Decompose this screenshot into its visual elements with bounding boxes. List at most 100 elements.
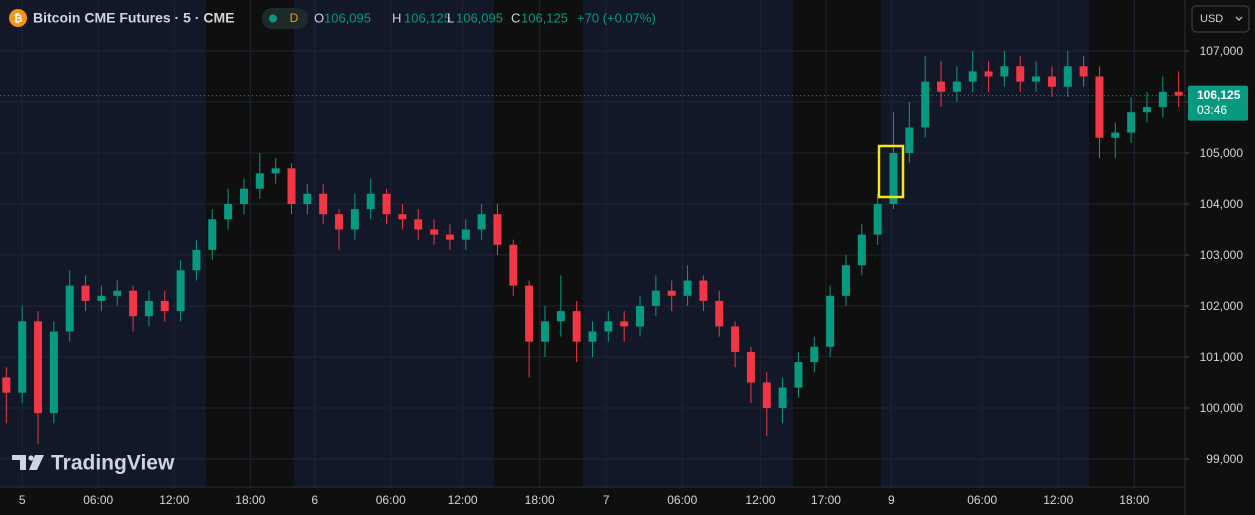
candle-body	[588, 331, 597, 342]
x-tick-label: 18:00	[235, 493, 265, 507]
candle-body	[34, 321, 43, 414]
y-tick-label: 105,000	[1200, 146, 1244, 160]
currency-label: USD	[1200, 13, 1223, 25]
candle-body	[699, 280, 708, 301]
candle-body	[762, 382, 771, 409]
candle-body	[239, 188, 248, 205]
symbol-title: Bitcoin CME Futures · 5 · CME	[33, 10, 234, 26]
x-tick-label: 06:00	[667, 493, 697, 507]
last-price-box	[1188, 85, 1248, 121]
candle-body	[81, 285, 90, 301]
ohlc-value: 106,095	[324, 10, 371, 25]
candle-body	[937, 81, 946, 92]
candle-body	[746, 351, 755, 383]
x-tick-label: 18:00	[525, 493, 555, 507]
candle-body	[667, 290, 676, 296]
candle-body	[2, 377, 11, 393]
ohlc-value: 106,125	[404, 10, 451, 25]
candle-body	[1032, 76, 1041, 82]
candle-body	[921, 81, 930, 128]
x-tick-label: 9	[888, 493, 895, 507]
candle-body	[113, 290, 122, 296]
candle-body	[857, 234, 866, 266]
x-tick-label: 17:00	[811, 493, 841, 507]
candle-body	[1095, 76, 1104, 138]
ohlc-key: L	[447, 10, 454, 25]
candle-body	[1016, 66, 1025, 82]
candle-body	[794, 362, 803, 388]
y-tick-label: 104,000	[1200, 197, 1244, 211]
candle-body	[540, 321, 549, 342]
watermark-text: TradingView	[51, 452, 175, 475]
candle-body	[841, 265, 850, 296]
candle-body	[192, 249, 201, 271]
y-tick-label: 102,000	[1200, 299, 1244, 313]
candle-body	[1111, 132, 1120, 138]
candle-body	[461, 229, 470, 240]
candle-body	[335, 214, 344, 230]
candle-body	[620, 321, 629, 327]
candle-body	[778, 387, 787, 409]
candle-body	[905, 127, 914, 154]
y-tick-label: 100,000	[1200, 401, 1244, 415]
highlight-box	[877, 144, 905, 199]
candle-body	[303, 193, 312, 205]
x-tick-label: 5	[19, 493, 26, 507]
candle-body	[1174, 91, 1183, 96]
candle-body	[398, 214, 407, 220]
x-tick-label: 06:00	[967, 493, 997, 507]
session-band	[0, 0, 206, 487]
x-tick-label: 7	[603, 493, 610, 507]
candle-body	[604, 321, 613, 332]
session-band	[583, 0, 793, 487]
candle-body	[97, 295, 106, 301]
candle-body	[18, 321, 27, 393]
bitcoin-icon-glyph: ₿	[14, 13, 23, 25]
candle-body	[572, 311, 581, 342]
y-tick-label: 99,000	[1206, 452, 1243, 466]
candle-body	[683, 280, 692, 296]
candle-body	[477, 214, 486, 230]
candle-body	[556, 311, 565, 322]
x-tick-label: 12:00	[745, 493, 775, 507]
candle-body	[366, 193, 375, 210]
candle-body	[224, 204, 233, 220]
x-tick-label: 18:00	[1119, 493, 1149, 507]
candle-body	[636, 306, 645, 327]
currency-button[interactable]	[1191, 5, 1250, 33]
x-tick-label: 06:00	[83, 493, 113, 507]
candle-body	[49, 331, 58, 414]
candles	[2, 51, 1183, 444]
candle-body	[509, 244, 518, 286]
candle-body	[319, 193, 328, 215]
x-tick-label: 06:00	[376, 493, 406, 507]
candle-body	[65, 285, 74, 332]
candle-body	[160, 300, 169, 312]
x-tick-label: 6	[311, 493, 318, 507]
ohlc-key: O	[314, 10, 324, 25]
candle-body	[382, 193, 391, 215]
candle-body	[255, 173, 264, 189]
x-tick-label: 12:00	[1043, 493, 1073, 507]
candle-body	[129, 290, 138, 317]
y-tick-label: 101,000	[1200, 350, 1244, 364]
y-tick-label: 107,000	[1200, 44, 1244, 58]
candle-body	[350, 209, 359, 230]
candle-body	[1127, 112, 1136, 133]
candle-body	[651, 290, 660, 307]
candle-body	[1047, 76, 1056, 87]
status-dot	[269, 14, 277, 23]
session-band	[294, 0, 494, 487]
candle-body	[414, 219, 423, 230]
currency-chevron	[1235, 16, 1243, 21]
candle-body	[144, 300, 153, 317]
status-pill[interactable]	[262, 8, 308, 29]
candle-body	[1158, 91, 1167, 108]
countdown-label: 03:46	[1197, 103, 1227, 117]
candle-body	[952, 81, 961, 92]
candle-body	[271, 168, 280, 174]
candle-body	[445, 234, 454, 240]
